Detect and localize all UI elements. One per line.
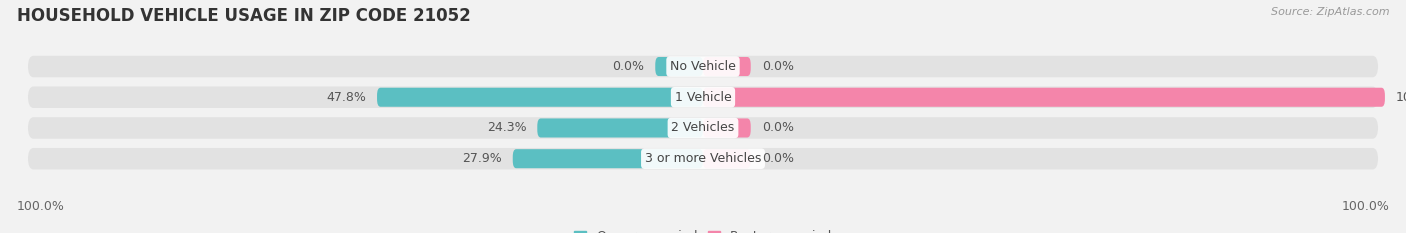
Text: 2 Vehicles: 2 Vehicles <box>672 121 734 134</box>
Text: 100.0%: 100.0% <box>17 200 65 213</box>
FancyBboxPatch shape <box>537 118 703 137</box>
FancyBboxPatch shape <box>655 57 703 76</box>
Text: 3 or more Vehicles: 3 or more Vehicles <box>645 152 761 165</box>
FancyBboxPatch shape <box>28 148 1378 169</box>
FancyBboxPatch shape <box>703 149 751 168</box>
Text: 1 Vehicle: 1 Vehicle <box>675 91 731 104</box>
Text: HOUSEHOLD VEHICLE USAGE IN ZIP CODE 21052: HOUSEHOLD VEHICLE USAGE IN ZIP CODE 2105… <box>17 7 471 25</box>
Text: 100.0%: 100.0% <box>1396 91 1406 104</box>
Text: Source: ZipAtlas.com: Source: ZipAtlas.com <box>1271 7 1389 17</box>
Text: 0.0%: 0.0% <box>762 152 793 165</box>
Text: 27.9%: 27.9% <box>463 152 502 165</box>
Text: 100.0%: 100.0% <box>1341 200 1389 213</box>
FancyBboxPatch shape <box>703 118 751 137</box>
FancyBboxPatch shape <box>28 56 1378 77</box>
FancyBboxPatch shape <box>28 117 1378 139</box>
Text: 47.8%: 47.8% <box>326 91 366 104</box>
Legend: Owner-occupied, Renter-occupied: Owner-occupied, Renter-occupied <box>568 225 838 233</box>
FancyBboxPatch shape <box>703 88 1385 107</box>
Text: 0.0%: 0.0% <box>762 121 793 134</box>
FancyBboxPatch shape <box>377 88 703 107</box>
Text: 0.0%: 0.0% <box>613 60 644 73</box>
Text: 24.3%: 24.3% <box>486 121 526 134</box>
FancyBboxPatch shape <box>28 86 1378 108</box>
Text: 0.0%: 0.0% <box>762 60 793 73</box>
FancyBboxPatch shape <box>513 149 703 168</box>
Text: No Vehicle: No Vehicle <box>671 60 735 73</box>
FancyBboxPatch shape <box>703 57 751 76</box>
